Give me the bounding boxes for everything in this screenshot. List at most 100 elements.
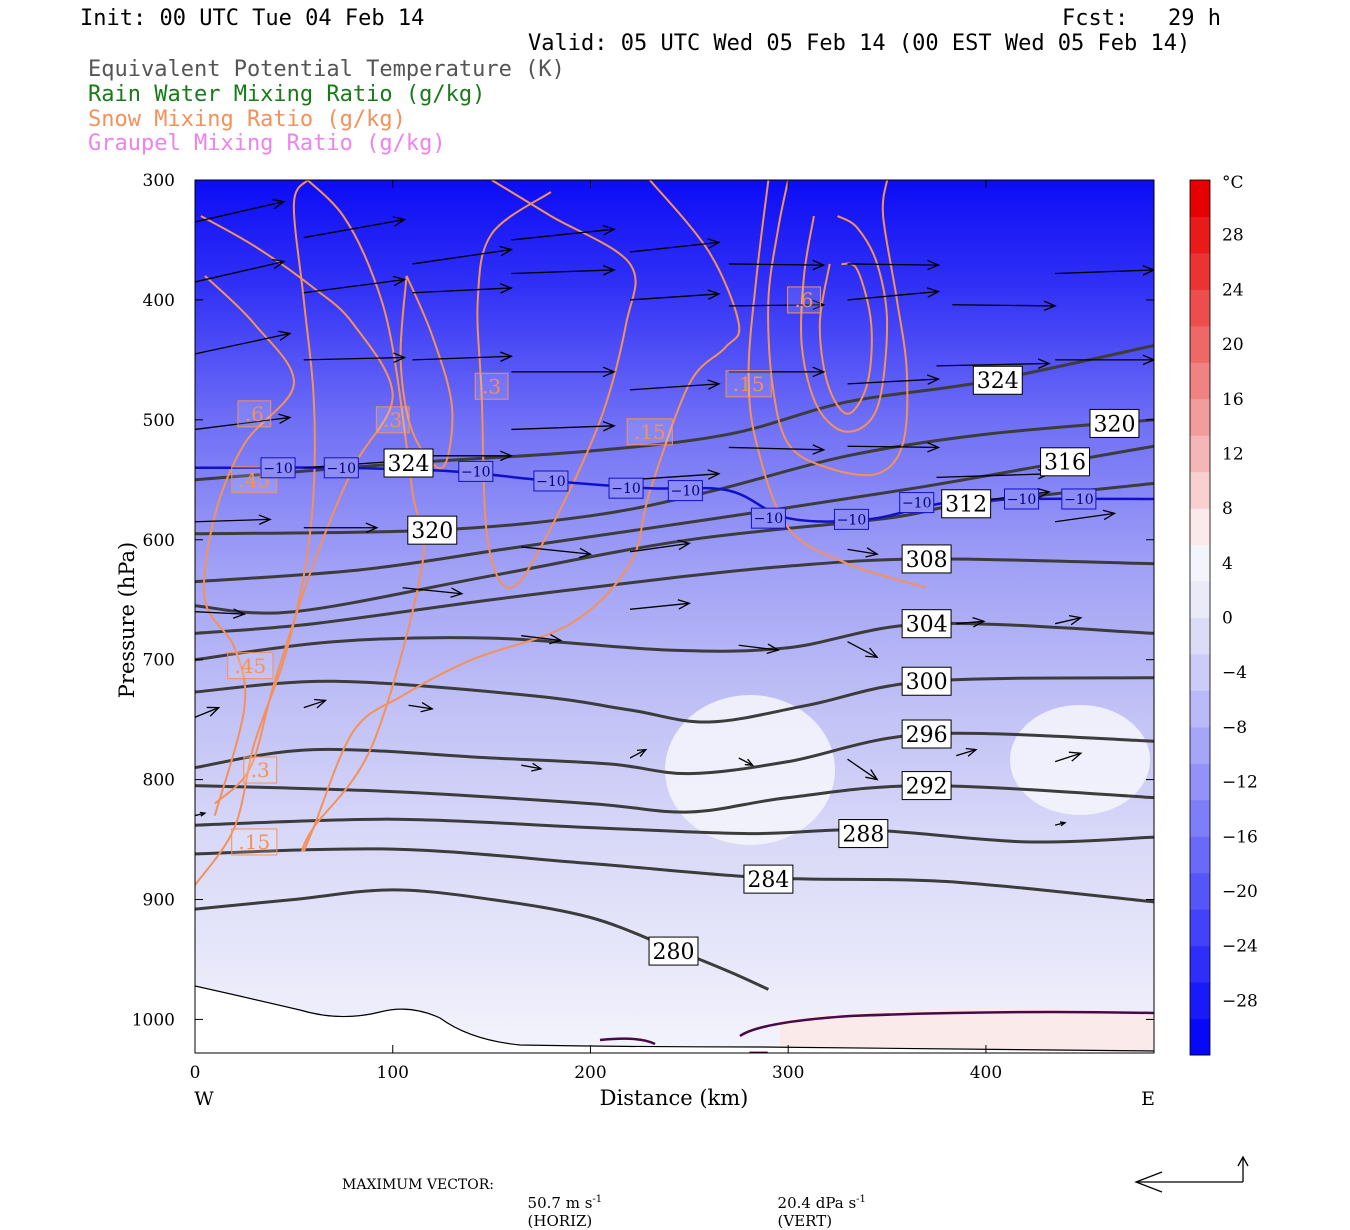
theta-e-label-324-text: 324: [388, 452, 430, 477]
colorbar-segment: [1190, 799, 1210, 837]
wind-vector: [1054, 751, 1083, 763]
isotherm-label-minus10-text: −10: [611, 481, 641, 497]
snow-label-box: [375, 406, 410, 434]
wind-vector-head: [1142, 354, 1154, 366]
isotherm-label-zero: 0: [749, 1051, 768, 1053]
wind-vector-shaft: [303, 218, 405, 239]
axes: 300 400 500 600 700 800 900 1000 0 100 200 300 400 W E…: [115, 171, 1155, 1110]
theta-e-contour-288: [195, 817, 1154, 844]
wind-vector-shaft: [629, 383, 720, 391]
colorbar-segment: [1190, 180, 1210, 217]
wind-vector: [956, 616, 986, 628]
legend-graupel: Graupel Mixing Ratio (g/kg): [88, 131, 446, 156]
wind-vector-shaft: [738, 757, 753, 766]
snow-label-text: .3: [482, 374, 501, 398]
horiz-unit: (HORIZ): [527, 1212, 593, 1230]
wind-vector-shaft: [952, 304, 1056, 307]
colorbar-segment: [1190, 1018, 1210, 1056]
wind-vector: [847, 547, 879, 558]
snow-label-text: .3: [251, 758, 270, 782]
wind-vector-head: [392, 275, 407, 287]
wind-vector-head: [972, 616, 986, 628]
wind-vector: [195, 608, 247, 619]
wind-vector: [195, 514, 272, 525]
wind-vector: [195, 413, 292, 431]
wind-vector-shaft: [521, 635, 561, 642]
wind-vector: [847, 287, 941, 301]
theta-e-label-312-box: [941, 489, 992, 519]
isotherm-label-minus10: −10: [750, 507, 786, 529]
legend-snow: Snow Mixing Ratio (g/kg): [88, 107, 406, 132]
isotherm-label-minus10-box: [608, 477, 644, 499]
snow-contour-3: [747, 180, 927, 589]
terrain-white: [195, 986, 1154, 1053]
wind-vector-head: [707, 379, 721, 390]
wind-vector: [952, 300, 1057, 312]
wind-vector-head: [926, 374, 941, 385]
wind-vector-head: [420, 702, 434, 713]
snow-label-box: [626, 418, 673, 446]
theta-e-label-324: 324: [972, 365, 1023, 395]
isotherm-label-zero-box: [749, 1051, 768, 1053]
wind-vector-head: [272, 258, 286, 270]
wind-vector: [629, 748, 648, 759]
theta-e-label-280-box: [648, 936, 699, 966]
snow-contour-2: [302, 180, 741, 852]
wind-vector: [847, 641, 879, 659]
theta-e-label-304-text: 304: [906, 613, 948, 638]
wind-vector-head: [602, 225, 616, 236]
wind-vector-shaft: [847, 378, 939, 385]
x-end-label-east: E: [1141, 1088, 1155, 1110]
warm-pocket-center: [665, 695, 835, 845]
wind-vector-head: [707, 289, 721, 300]
theta-e-label-292-text: 292: [906, 775, 948, 800]
temperature-shading: [195, 180, 1154, 1053]
wind-vector: [738, 757, 755, 766]
wind-vector-head: [392, 216, 407, 227]
snow-label-text: .15: [634, 420, 666, 444]
theta-e-label-308-box: [901, 544, 952, 574]
wind-vector-head: [636, 748, 648, 757]
isotherm-label-minus10: −10: [458, 460, 494, 482]
wind-vector-shaft: [629, 542, 690, 553]
wind-vector-shaft: [1054, 752, 1082, 763]
wind-vector-shaft: [195, 332, 291, 355]
wind-vector-head: [812, 299, 826, 311]
wind-vectors: [195, 198, 1154, 827]
snow-label: .15: [725, 370, 772, 398]
theta-e-label-296-text: 296: [906, 723, 948, 748]
wind-vector-shaft: [936, 362, 1050, 367]
colorbar-segment: [1190, 763, 1210, 801]
wind-vector-head: [1043, 300, 1057, 312]
wind-vector: [728, 444, 826, 455]
wind-vector-head: [744, 758, 755, 766]
near-surface-warm-layer: [780, 1007, 1154, 1053]
snow-contour-7: [203, 275, 295, 816]
theta-e-label-324-text: 324: [977, 369, 1019, 394]
wind-vector-head: [450, 587, 464, 598]
wind-vector-shaft: [728, 304, 824, 307]
snow-contour-6: [767, 180, 909, 477]
wind-vector: [847, 758, 879, 781]
y-tick-label: 400: [143, 291, 175, 311]
wind-vector: [412, 283, 514, 294]
theta-e-label-320: 320: [407, 515, 458, 545]
wind-vector: [728, 366, 826, 378]
snow-label-text: .15: [238, 830, 270, 854]
theta-e-contour-284: [195, 847, 1154, 904]
y-tick-label: 600: [143, 531, 175, 551]
theta-e-contour-304: [195, 621, 1154, 662]
wind-vector: [412, 351, 514, 362]
wind-vector-shaft: [629, 241, 720, 253]
snow-label-box: [231, 828, 278, 856]
isotherm-label-minus10-text: −10: [536, 474, 566, 490]
isotherm-label-minus10-box: [1061, 488, 1097, 510]
colorbar-tick-label: −12: [1222, 773, 1258, 793]
colorbar-segment: [1190, 508, 1210, 546]
wind-vector-head: [965, 747, 978, 757]
wind-vector: [195, 198, 286, 223]
wind-vector-head: [314, 698, 328, 709]
colorbar-segment: [1190, 581, 1210, 618]
colorbar-tick-label: 12: [1222, 444, 1244, 464]
wind-vector-head: [927, 442, 941, 453]
